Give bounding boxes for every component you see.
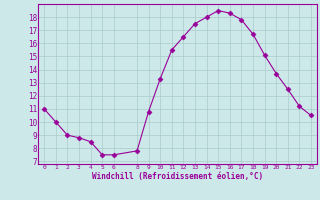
X-axis label: Windchill (Refroidissement éolien,°C): Windchill (Refroidissement éolien,°C): [92, 172, 263, 181]
